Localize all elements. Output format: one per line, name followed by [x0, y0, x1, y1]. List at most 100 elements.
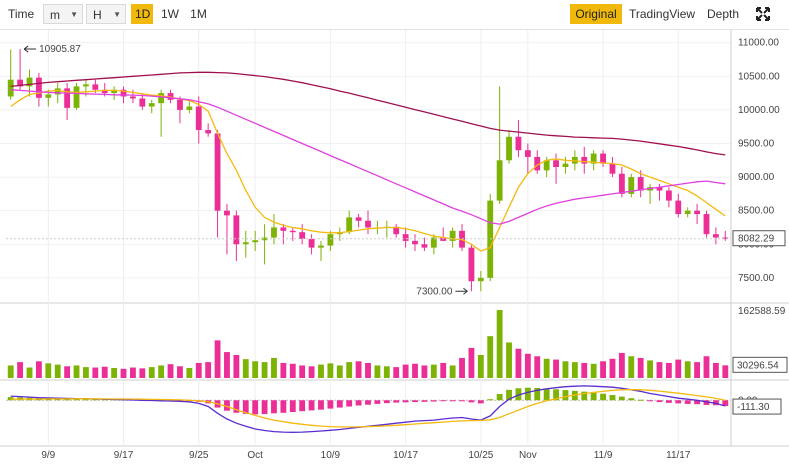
volume-bar	[318, 364, 324, 378]
chart-grid	[0, 30, 789, 447]
macd-histogram-bar	[515, 388, 522, 401]
macd-histogram-bar	[233, 400, 240, 413]
volume-bar	[242, 359, 249, 378]
volume-bar	[412, 363, 418, 378]
macd-histogram-bar	[252, 400, 259, 415]
macd-histogram-bar	[365, 400, 371, 405]
macd-histogram-bar	[355, 400, 362, 406]
fullscreen-button[interactable]	[752, 4, 774, 24]
volume-bar	[177, 366, 183, 378]
volume-bar	[468, 347, 475, 378]
candle-body	[571, 156, 578, 164]
volume-bar	[665, 362, 672, 378]
macd-histogram-bar	[675, 400, 682, 404]
volume-bar	[64, 366, 71, 378]
macd-current-label: -111.30	[737, 402, 770, 413]
volume-bar	[656, 362, 663, 378]
macd-histogram-bar	[383, 400, 390, 404]
candle-body	[543, 160, 550, 171]
expand-icon	[756, 7, 770, 21]
volume-bar	[308, 366, 315, 378]
macd-histogram-bar	[722, 400, 729, 406]
macd-histogram-bar	[242, 400, 249, 414]
candle-body	[195, 106, 202, 131]
minute-interval-select[interactable]: m ▼	[43, 4, 83, 24]
x-tick-label: 9/17	[114, 450, 134, 461]
minute-select-value: m	[50, 8, 60, 22]
hour-interval-select[interactable]: H ▼	[86, 4, 126, 24]
macd-histogram-bar	[562, 390, 569, 401]
macd-histogram-bar	[581, 391, 588, 401]
volume-bar	[459, 357, 465, 378]
candle-body	[430, 237, 437, 248]
price-chart[interactable]: 11000.00 10500.00 10000.00 9500.00 9000.00 85…	[0, 30, 789, 471]
candle-body	[656, 187, 663, 191]
volume-bar	[139, 368, 146, 378]
macd-series	[6, 385, 731, 433]
macd-histogram-bar	[637, 399, 644, 401]
price-tick-label: 9000.00	[738, 172, 775, 183]
volume-bar	[299, 365, 306, 378]
volume-bar	[261, 362, 268, 378]
candle-body	[299, 232, 306, 239]
volume-bar	[571, 362, 578, 378]
macd-histogram-bar	[590, 392, 597, 401]
candle-body	[101, 89, 108, 94]
volume-bar	[383, 366, 390, 378]
candle-body	[562, 163, 569, 167]
candle-body	[553, 160, 559, 167]
candle-body	[393, 226, 400, 235]
volume-bar	[684, 361, 691, 378]
volume-bar	[205, 362, 212, 378]
candle-body	[665, 190, 672, 201]
current-price-label: 8082.29	[738, 234, 775, 245]
candle-body	[139, 98, 146, 107]
volume-bar	[628, 356, 635, 378]
volume-bar	[553, 359, 559, 378]
macd-histogram-bar	[694, 400, 701, 405]
macd-histogram-bar	[468, 400, 475, 403]
volume-bar	[186, 367, 193, 378]
x-tick-label: 9/25	[189, 450, 209, 461]
view-tradingview-button[interactable]: TradingView	[629, 7, 696, 21]
macd-histogram-bar	[487, 399, 494, 401]
candle-body	[158, 93, 165, 104]
macd-histogram-bar	[543, 388, 550, 401]
volume-bar	[130, 367, 136, 378]
macd-histogram-bar	[656, 400, 663, 403]
candle-body	[252, 240, 259, 243]
volume-bar	[280, 362, 287, 378]
volume-bar	[214, 340, 221, 378]
macd-histogram-bar	[684, 400, 691, 404]
macd-histogram-bar	[534, 388, 541, 401]
volume-bar	[101, 366, 108, 378]
price-tick-label: 10000.00	[738, 105, 780, 116]
candle-body	[45, 94, 52, 98]
view-depth-button[interactable]: Depth	[706, 7, 740, 21]
volume-bar	[534, 356, 541, 378]
candle-body	[54, 88, 61, 95]
macd-histogram-bar	[83, 398, 89, 401]
volume-bar	[703, 356, 710, 378]
view-original-button[interactable]: Original	[570, 4, 622, 24]
candle-body	[261, 237, 268, 241]
candle-body	[628, 177, 635, 194]
candle-body	[130, 96, 136, 99]
candle-body	[148, 103, 155, 107]
candle-body	[468, 247, 475, 282]
macd-histogram-bar	[308, 400, 315, 411]
macd-histogram-bar	[289, 400, 296, 412]
interval-1w-button[interactable]: 1W	[161, 7, 179, 21]
candle-body	[308, 238, 315, 248]
macd-histogram-bar	[374, 400, 381, 404]
interval-1d-button[interactable]: 1D	[131, 4, 153, 24]
macd-histogram-bar	[703, 400, 710, 405]
candle-body	[609, 163, 616, 174]
interval-1m-button[interactable]: 1M	[190, 7, 207, 21]
candle-body	[675, 200, 682, 215]
volume-bar	[346, 362, 353, 378]
ma-long-line	[10, 71, 726, 156]
current-price-box	[732, 230, 786, 247]
volume-bar	[167, 364, 174, 378]
x-tick-label: 10/17	[393, 450, 418, 461]
